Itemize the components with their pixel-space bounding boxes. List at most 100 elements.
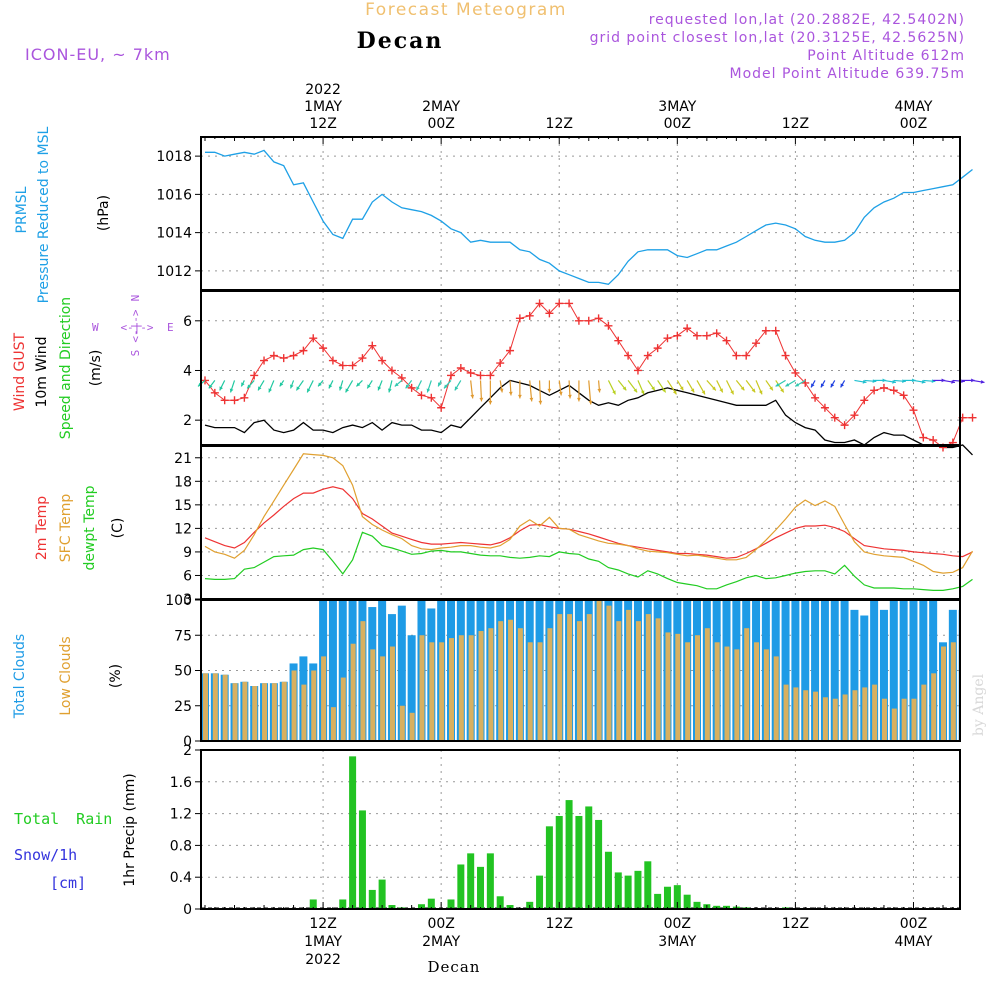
precip-axis-label: 1hr Precip (mm) — [122, 773, 138, 886]
temp-ytick-label: 12 — [174, 521, 192, 537]
rain-bar — [417, 904, 425, 909]
total-clouds-bar — [801, 600, 810, 741]
wind-gust-marker — [319, 344, 328, 353]
wind-direction-arrowhead — [902, 379, 906, 383]
wind-gust-marker — [929, 436, 938, 445]
total-clouds-bar — [870, 600, 879, 741]
pressure-ytick-label: 1016 — [156, 187, 192, 203]
wind-direction-arrowhead — [780, 388, 784, 393]
rain-bar — [457, 864, 465, 909]
compass-east: E — [167, 321, 174, 334]
low-clouds-bar — [409, 712, 415, 741]
wind-gust-marker — [407, 383, 416, 392]
wind-direction-arrow — [588, 380, 592, 405]
top-time-label: 12Z — [309, 116, 336, 132]
low-clouds-bar — [242, 681, 248, 741]
wind-direction-arrowhead — [892, 380, 896, 384]
wind-direction-arrowhead — [811, 383, 815, 388]
low-clouds-bar — [891, 708, 897, 741]
total-clouds-bar — [840, 600, 849, 741]
low-clouds-bar — [675, 633, 681, 741]
rain-bar — [545, 826, 553, 909]
low-clouds-bar — [576, 621, 582, 741]
compass-south: S — [129, 350, 142, 357]
low-clouds-bar — [478, 631, 484, 741]
wind-gust-marker — [309, 334, 318, 343]
wind-gust-marker — [515, 314, 524, 323]
wind-gust-marker — [260, 356, 269, 365]
low-clouds-bar — [439, 642, 445, 741]
temp-frame — [200, 445, 961, 600]
temp-unit: (C) — [110, 518, 126, 539]
wind-gust-marker — [683, 324, 692, 333]
temp-sfc-label: SFC Temp — [58, 494, 74, 563]
temp-dewpt-label: dewpt Temp — [82, 485, 98, 570]
wind-gust-marker — [338, 361, 347, 370]
wind-gust-marker — [269, 351, 278, 360]
rain-bar — [339, 899, 347, 909]
wind-gust-marker — [328, 356, 337, 365]
rain-bar — [624, 875, 632, 909]
wind-direction-arrowhead — [640, 390, 645, 395]
wind-direction-arrowhead — [633, 388, 638, 393]
low-clouds-bar — [370, 649, 376, 741]
pressure-ytick-label: 1018 — [156, 149, 192, 165]
rain-bar — [663, 886, 671, 909]
clouds-ytick-label: 100 — [165, 593, 192, 609]
wind-ytick-label: 6 — [183, 314, 192, 330]
wind-direction-arrowhead — [345, 388, 349, 393]
wind-direction-arrowhead — [712, 386, 716, 391]
low-clouds-bar — [222, 674, 228, 741]
wind-direction-arrowhead — [662, 388, 666, 393]
wind-direction-arrowhead — [921, 380, 926, 384]
precip-ytick-label: 1.2 — [170, 807, 192, 823]
wind-direction-arrowhead — [290, 384, 294, 389]
low-clouds-bar — [822, 697, 828, 741]
rain-bar — [683, 894, 691, 909]
model-altitude: Model Point Altitude 639.75m — [730, 66, 965, 82]
rain-bar — [349, 756, 357, 909]
wind-gust-marker — [279, 354, 288, 363]
low-clouds-bar — [626, 609, 632, 741]
wind-direction-arrowhead — [258, 386, 262, 391]
low-clouds-bar — [330, 707, 336, 741]
wind-direction-arrowhead — [444, 384, 448, 389]
low-clouds-bar — [321, 656, 327, 741]
wind-gust-marker — [220, 396, 229, 405]
wind-gust-marker — [368, 341, 377, 350]
low-clouds-bar — [862, 687, 868, 741]
compass-arrows-vertical: <-|-> — [129, 309, 142, 342]
precip-ytick-label: 0.8 — [170, 838, 192, 854]
low-clouds-bar — [488, 628, 494, 741]
rain-bar — [634, 870, 642, 909]
rain-bar — [309, 899, 317, 909]
wind-gust-marker — [584, 316, 593, 325]
wind-direction-arrowhead — [951, 380, 955, 384]
low-clouds-bar — [212, 673, 218, 741]
low-clouds-bar — [793, 687, 799, 741]
low-clouds-bar — [449, 638, 454, 741]
total-clouds-bar — [889, 600, 898, 741]
wind-gust-marker — [427, 393, 436, 402]
rain-bar — [555, 815, 563, 909]
low-clouds-bar — [468, 635, 474, 741]
wind-direction-arrowhead — [673, 390, 677, 395]
compass-arrows-horizontal: <-|-> — [120, 321, 153, 334]
wind-gust-marker — [230, 396, 239, 405]
bottom-time-label: 00Z — [427, 916, 454, 932]
low-clouds-bar — [832, 698, 838, 741]
wind-direction-arrowhead — [318, 382, 322, 387]
wind-gust-marker — [752, 339, 761, 348]
low-clouds-bar — [429, 642, 435, 741]
grid-point-coords: grid point closest lon,lat (20.3125E, 42… — [590, 30, 965, 46]
low-clouds-bar — [301, 684, 307, 741]
wind-gust-marker — [889, 386, 898, 395]
temp-ytick-label: 18 — [174, 474, 192, 490]
wind-direction-arrowhead — [690, 388, 695, 393]
wind-direction-arrowhead — [740, 386, 745, 391]
wind-direction-arrowhead — [508, 391, 513, 396]
wind-gust-marker — [781, 351, 790, 360]
low-clouds-bar — [645, 614, 651, 741]
clouds-unit: (%) — [108, 664, 124, 688]
rain-bar — [654, 893, 662, 909]
